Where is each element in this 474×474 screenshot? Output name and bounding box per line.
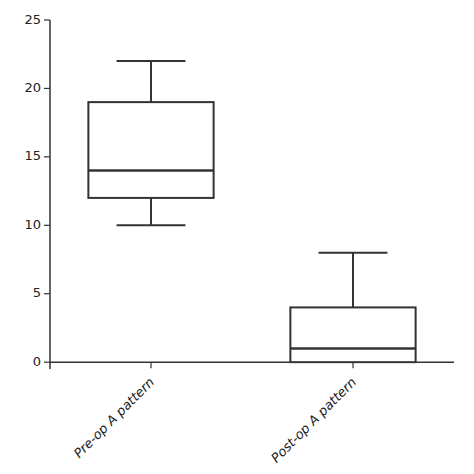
lower-whisker — [150, 198, 152, 225]
y-tick — [44, 225, 50, 226]
boxes — [88, 61, 415, 362]
upper-cap — [117, 60, 186, 62]
y-axis — [49, 20, 51, 369]
y-tick-label: 20 — [24, 80, 41, 95]
y-tick — [44, 293, 50, 294]
y-tick-label: 15 — [24, 148, 41, 163]
y-tick — [44, 88, 50, 89]
y-tick — [44, 19, 50, 20]
median — [88, 169, 213, 172]
lower-cap — [117, 224, 186, 226]
y-tick — [44, 362, 50, 363]
box — [290, 307, 415, 362]
chart: 0 5 10 15 20 25 Pre-op A pattern Post-op A patt… — [0, 0, 474, 474]
y-tick-label: 0 — [33, 354, 41, 369]
y-tick-label: 10 — [24, 217, 41, 232]
y-tick — [44, 156, 50, 157]
median — [290, 347, 415, 350]
x-tick — [150, 362, 151, 368]
upper-whisker — [352, 253, 354, 308]
x-tick-label: Post-op A pattern — [268, 375, 359, 466]
y-tick-label: 25 — [24, 12, 41, 27]
y-tick-label: 5 — [33, 285, 41, 300]
upper-whisker — [150, 61, 152, 102]
upper-cap — [319, 252, 388, 254]
x-tick-label: Pre-op A pattern — [71, 375, 157, 461]
box — [88, 102, 213, 198]
